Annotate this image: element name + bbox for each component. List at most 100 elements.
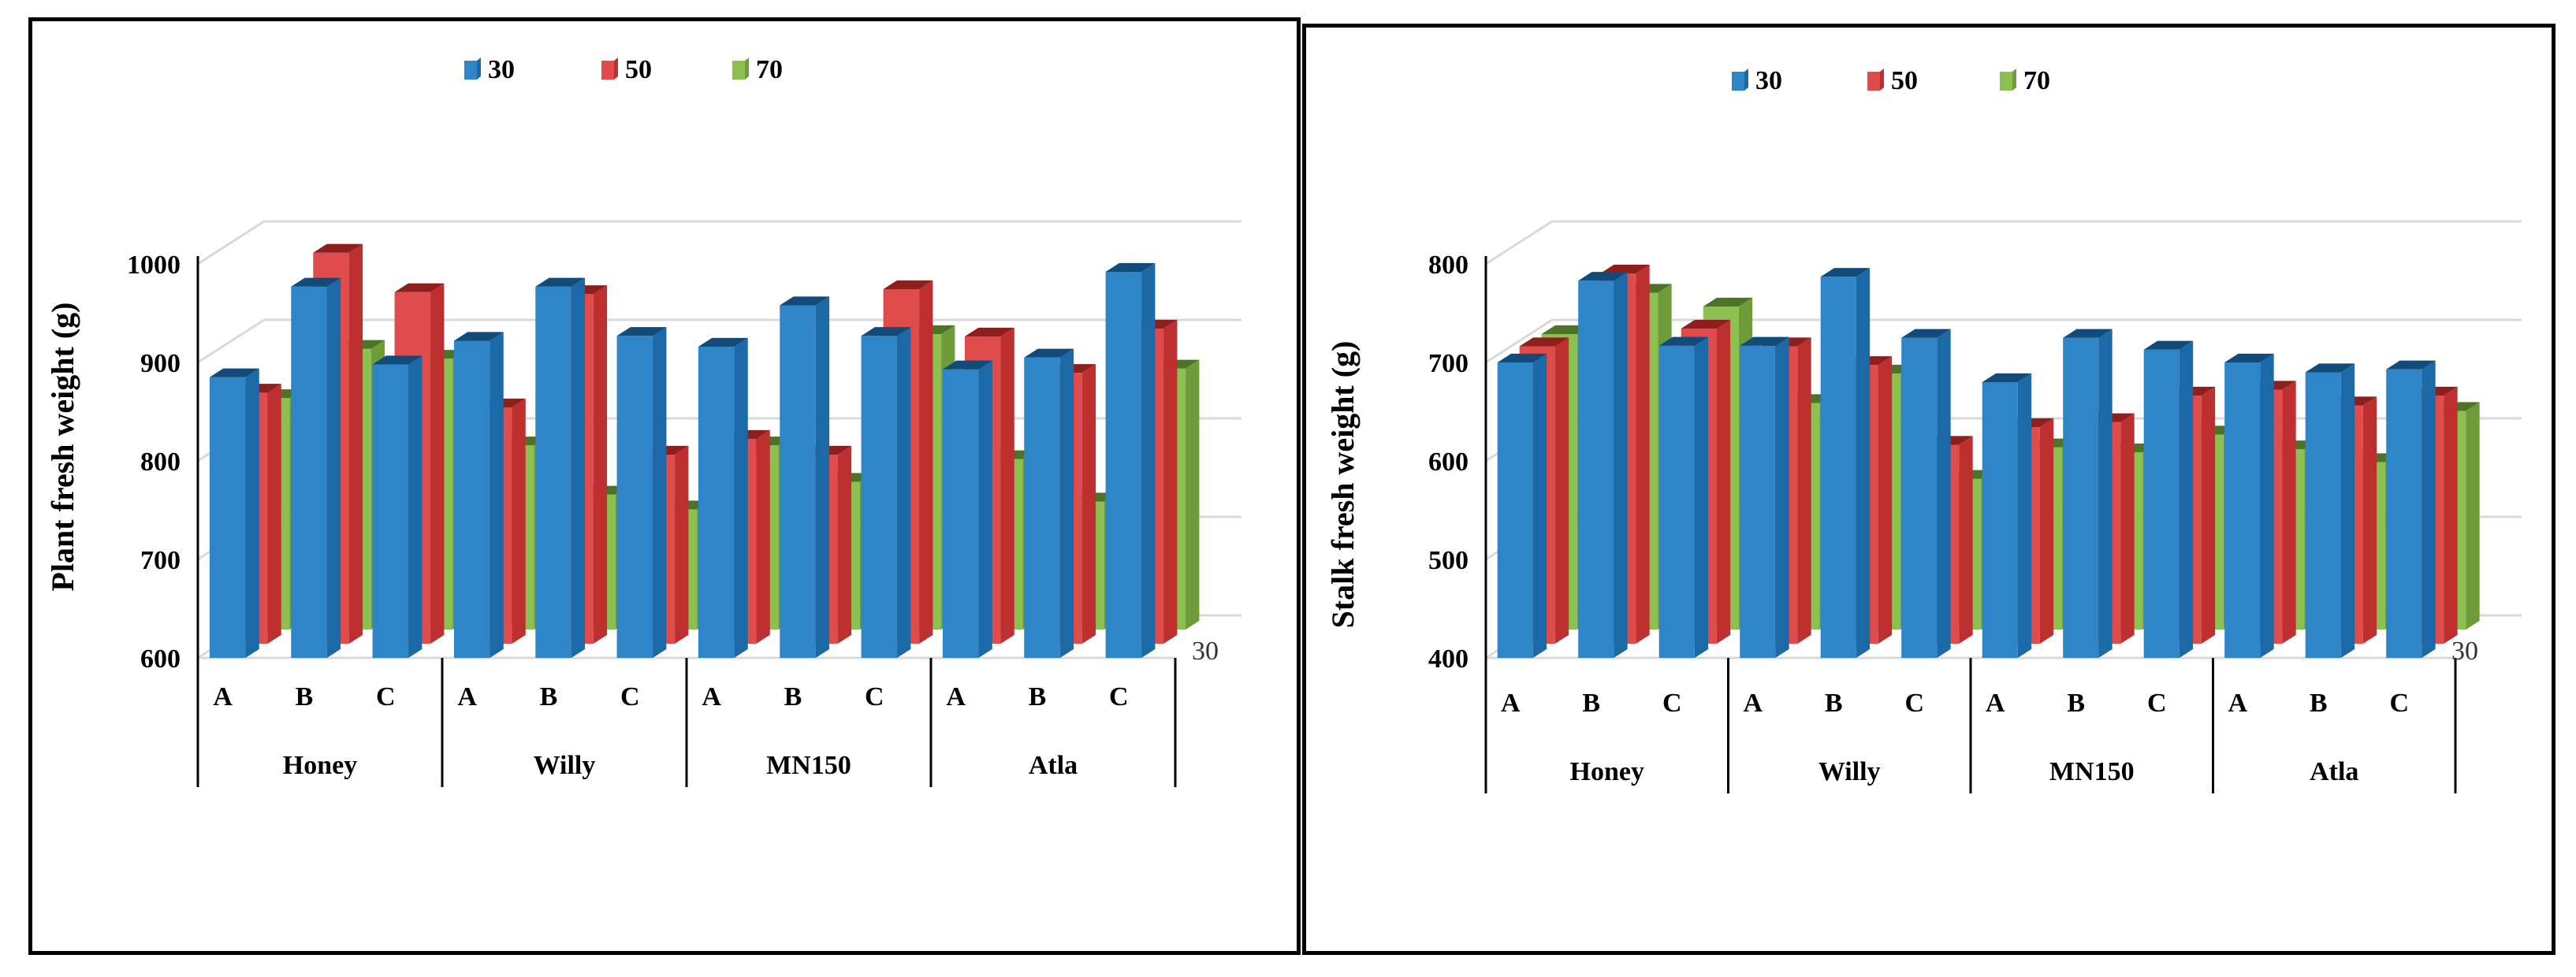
bar-top [1600,264,1650,273]
bar-30-honey-c [372,355,423,658]
bar-top [372,355,423,365]
y-tick-label: 600 [1428,448,1469,477]
category-label: C [1904,689,1924,718]
y-tick-label: 800 [1428,251,1469,280]
y-tick-label: 500 [1428,546,1469,575]
bar-side [2422,360,2436,658]
bar-side [756,429,770,644]
legend-swatch [1732,72,1744,91]
gridline-depth [197,220,265,266]
bar-front [1578,280,1614,658]
bar-side [1081,364,1096,644]
bar-top [698,337,748,347]
legend-swatch-side [1880,69,1884,91]
bar-front [1820,277,1856,658]
category-label: A [946,682,966,711]
legend-swatch-side [745,58,749,80]
legend-item-70: 70 [2000,66,2050,95]
bar-top [1740,336,1789,346]
bar-30-honey-b [291,277,341,658]
stalk-fresh-weight-panel: 400 500 600 700 800 A B C Honey A B C Willy A B C MN150 A… [1302,24,2556,955]
bar-top [535,277,586,287]
bar-30-honey-c [1658,336,1709,658]
category-label: B [2310,689,2328,718]
group-label: Honey [283,751,357,780]
depth-axis-label: 30 [1192,637,1219,666]
gridline-depth [1485,318,1553,364]
y-tick-label: 800 [140,448,181,477]
category-label: B [1825,689,1843,718]
bar-side [593,285,608,644]
y-tick-label: 1000 [127,251,181,280]
bar-side [1775,336,1789,658]
y-tick-label: 600 [140,645,181,674]
legend-swatch-side [2012,69,2016,91]
legend-swatch [732,61,745,80]
bar-30-willy-b [1820,268,1871,658]
bar-side [245,368,259,658]
y-axis-title: Stalk fresh weight (g) [1325,341,1361,629]
bar-30-atla-b [1024,348,1074,658]
bar-30-atla-b [2305,363,2355,658]
bar-top [1497,353,1547,362]
bar-top [1024,348,1074,358]
bar-side [1163,319,1178,644]
bar-30-mn150-c [861,327,911,658]
bar-side [1937,329,1951,658]
bar-side [815,296,830,658]
category-label: B [1582,689,1600,718]
bar-front [2224,362,2261,658]
bar-top [2305,363,2355,373]
bar-top [1105,262,1156,272]
legend-swatch [2000,72,2012,91]
bar-side [1059,348,1074,658]
category-label: B [2067,689,2085,718]
bar-side [2340,363,2355,658]
bar-side [837,445,852,644]
bar-front [698,347,735,658]
bar-top [209,368,259,377]
group-label: MN150 [766,751,851,780]
bar-top [964,327,1014,336]
bar-top [1578,272,1628,281]
bar-side [1878,356,1893,644]
bar-side [326,277,341,658]
bar-top [883,280,933,289]
group-label: Atla [1029,751,1078,780]
bar-30-atla-a [2224,353,2274,658]
bar-30-willy-c [1901,329,1951,658]
legend-item-50: 50 [601,55,652,84]
y-tick-label: 400 [1428,645,1469,674]
bar-30-honey-a [1497,353,1547,658]
bar-side [2098,329,2113,658]
bar-front [209,377,246,658]
bar-front [1658,345,1695,658]
bar-30-atla-c [2386,360,2436,658]
category-label: C [620,682,640,711]
bars [1497,264,2480,658]
bar-front [1024,357,1060,658]
plant-fresh-weight-panel: 600 700 800 900 1000 A B C Honey A B C Willy A B C MN150… [28,17,1301,955]
bar-side [1856,268,1871,658]
legend-swatch-side [477,58,481,80]
bar-top [1681,319,1731,329]
bar-top [616,327,667,336]
bar-side [2466,402,2480,630]
y-tick-label: 900 [140,349,181,378]
bar-30-atla-a [942,360,992,658]
bar-side [2362,396,2377,644]
bar-top [1982,373,2032,382]
bar-front [1982,382,2018,658]
bar-top [2224,353,2274,362]
legend-swatch [1867,72,1880,91]
bar-side [2120,413,2135,644]
legend-swatch-side [614,58,618,80]
category-label: B [296,682,314,711]
bar-front [1105,272,1142,658]
bar-top [942,360,992,370]
group-label: Honey [1570,757,1644,786]
bar-side [490,332,504,658]
bar-top [1901,329,1951,338]
bar-side [2282,381,2296,644]
